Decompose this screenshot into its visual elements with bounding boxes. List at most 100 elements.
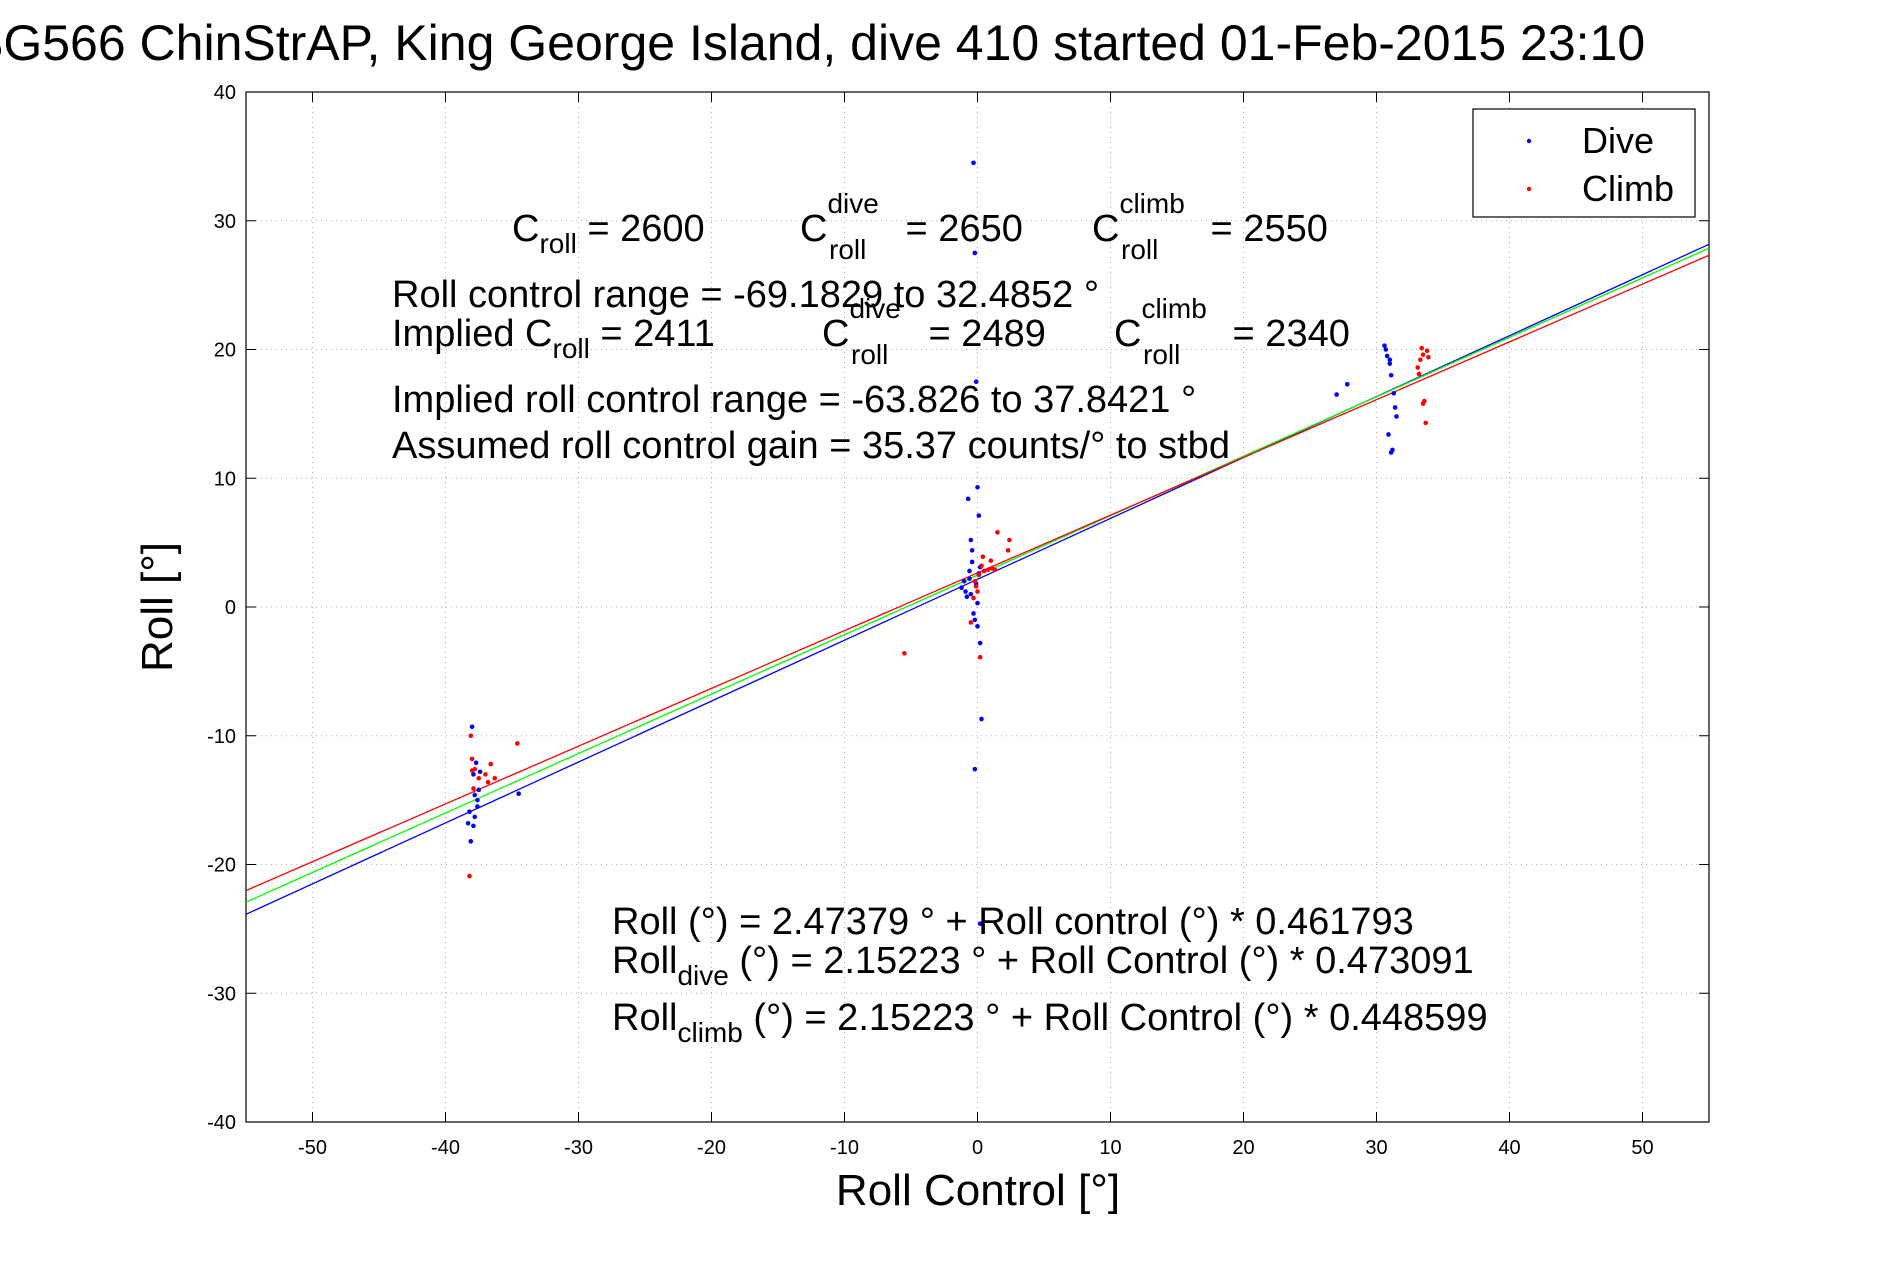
dive-point (1387, 357, 1393, 363)
dive-point (976, 513, 982, 518)
climb-point (902, 651, 907, 656)
implied-c-climb-value: Cclimb roll = 2340 (1114, 293, 1350, 370)
c-roll-line: Croll = 2600 (512, 208, 705, 259)
dive-point (1382, 343, 1387, 348)
dive-point (468, 839, 474, 844)
climb-point (1424, 348, 1430, 354)
climb-point (979, 563, 984, 569)
legend-climb-label: Climb (1582, 168, 1674, 209)
dive-point (1394, 414, 1399, 419)
climb-point (1416, 371, 1422, 377)
dive-point (1344, 381, 1350, 387)
dive-point (1392, 405, 1398, 410)
y-tick-label: -20 (207, 855, 236, 877)
dive-point (961, 578, 967, 584)
axis-ticks: -50 -40 -30 -20 -10 0 10 20 30 40 50 -40 -30 -20 -10 0 1… (207, 82, 1709, 1159)
combined-fit-equation: Roll (°) = 2.47379 ° + Roll control (°) … (612, 901, 1414, 943)
climb-point (973, 584, 979, 589)
climb-point (1415, 365, 1421, 370)
c-climb-value: Cclimb roll = 2550 (1092, 188, 1328, 265)
climb-point (492, 775, 498, 781)
climb-fit-equation: Rollclimb (°) = 2.15223 ° + Roll Control… (612, 997, 1488, 1048)
climb-point (483, 772, 488, 777)
dive-point (969, 548, 975, 553)
dive-point (977, 921, 983, 927)
roll-control-range: Roll control range = -69.1829 to 32.4852… (392, 274, 1099, 316)
climb-point (469, 768, 475, 773)
climb-point (485, 779, 491, 785)
dive-point (471, 772, 476, 777)
dive-point (1384, 353, 1390, 359)
climb-point (977, 654, 983, 660)
fit-line (245, 243, 1710, 915)
x-tick-label: -40 (431, 1137, 460, 1159)
dive-point (472, 792, 478, 798)
climb-point (515, 741, 520, 746)
dive-point (972, 250, 978, 256)
dive-point (964, 594, 970, 599)
dive-point (972, 617, 978, 623)
grid-lines (246, 92, 1709, 1122)
x-tick-label: 20 (1232, 1137, 1254, 1159)
dive-point (1334, 392, 1339, 397)
x-tick-label: 0 (972, 1137, 983, 1159)
dive-point (1388, 372, 1394, 378)
climb-point (972, 578, 978, 584)
climb-point (971, 595, 976, 601)
climb-point (471, 786, 476, 791)
dive-point (475, 797, 480, 803)
dive-point (1391, 390, 1397, 396)
x-tick-label: -20 (697, 1137, 726, 1159)
dive-point (972, 766, 978, 772)
x-tick-label: -50 (298, 1137, 327, 1159)
climb-point (1420, 352, 1426, 357)
chart-title: SG566 ChinStrAP, King George Island, div… (0, 15, 1645, 71)
dive-point (472, 814, 478, 820)
dive-point (465, 821, 471, 826)
y-tick-label: -30 (207, 983, 236, 1005)
data-points (465, 160, 1431, 927)
implied-c-dive-value: Cdive roll = 2489 (822, 293, 1046, 370)
legend-box (1472, 108, 1696, 218)
dive-point (469, 724, 475, 730)
dive-point (1387, 361, 1393, 366)
x-axis-label: Roll Control [°] (836, 1166, 1120, 1215)
climb-point (985, 567, 991, 572)
legend-dive-label: Dive (1582, 120, 1654, 161)
y-axis-label: Roll [°] (133, 542, 182, 672)
dive-point (473, 760, 479, 766)
legend-climb-marker (1526, 186, 1532, 192)
dive-point (971, 160, 976, 166)
legend: Dive Climb (1472, 108, 1696, 218)
roll-control-gain: Assumed roll control gain = 35.37 counts… (392, 425, 1230, 467)
dive-point (977, 640, 983, 646)
climb-point (1426, 354, 1431, 360)
climb-point (1423, 420, 1429, 426)
x-tick-label: 30 (1365, 1137, 1387, 1159)
dive-point (475, 804, 480, 809)
dive-fit-equation: Rolldive (°) = 2.15223 ° + Roll Control … (612, 940, 1474, 991)
x-tick-label: 10 (1099, 1137, 1121, 1159)
climb-point (1005, 548, 1011, 553)
climb-point (1419, 345, 1425, 351)
legend-dive-marker (1526, 138, 1532, 144)
dive-point (973, 379, 979, 384)
climb-point (980, 554, 986, 560)
climb-point (968, 620, 974, 625)
dive-point (1388, 450, 1394, 455)
x-tick-label: 50 (1631, 1137, 1653, 1159)
dive-point (471, 823, 476, 829)
dive-point (967, 576, 972, 581)
climb-point (469, 756, 475, 762)
climb-point (976, 572, 982, 578)
c-dive-value: Cdive roll = 2650 (800, 188, 1023, 265)
dive-point (969, 559, 975, 565)
implied-roll-control-range: Implied roll control range = -63.826 to … (392, 379, 1196, 421)
dive-point (975, 484, 980, 490)
dive-point (959, 585, 964, 590)
climb-point (995, 530, 1000, 535)
climb-point (468, 733, 474, 739)
y-tick-label: 20 (214, 340, 236, 362)
implied-c-roll-line: Implied Croll = 2411 (392, 313, 715, 364)
